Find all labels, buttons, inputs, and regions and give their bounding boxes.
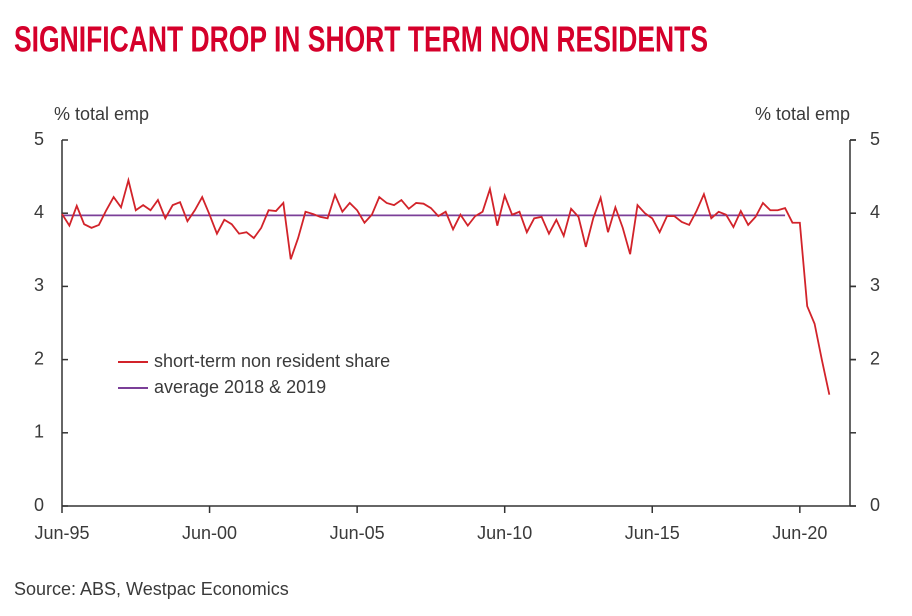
series-line [61, 176, 831, 395]
legend-label: average 2018 & 2019 [154, 377, 326, 397]
x-tick-label: Jun-95 [34, 523, 89, 543]
x-tick-label: Jun-15 [625, 523, 680, 543]
x-tick-label: Jun-00 [182, 523, 237, 543]
y2-axis-label: % total emp [755, 104, 850, 124]
legend-label: short-term non resident share [154, 351, 390, 371]
y2-tick-label: 0 [870, 495, 880, 515]
y-tick-label: 4 [34, 202, 44, 222]
y2-tick-label: 4 [870, 202, 880, 222]
x-tick-label: Jun-10 [477, 523, 532, 543]
x-tick-label: Jun-05 [330, 523, 385, 543]
y-tick-label: 2 [34, 348, 44, 368]
y-tick-label: 5 [34, 129, 44, 149]
source-note: Source: ABS, Westpac Economics [14, 579, 289, 599]
chart-title: SIGNIFICANT DROP IN SHORT TERM NON RESID… [14, 19, 708, 60]
y2-tick-label: 2 [870, 348, 880, 368]
y-tick-label: 1 [34, 422, 44, 442]
y2-tick-label: 5 [870, 129, 880, 149]
y-tick-label: 0 [34, 495, 44, 515]
y-axis-label: % total emp [54, 104, 149, 124]
y-tick-label: 3 [34, 275, 44, 295]
x-tick-label: Jun-20 [772, 523, 827, 543]
y2-tick-label: 3 [870, 275, 880, 295]
